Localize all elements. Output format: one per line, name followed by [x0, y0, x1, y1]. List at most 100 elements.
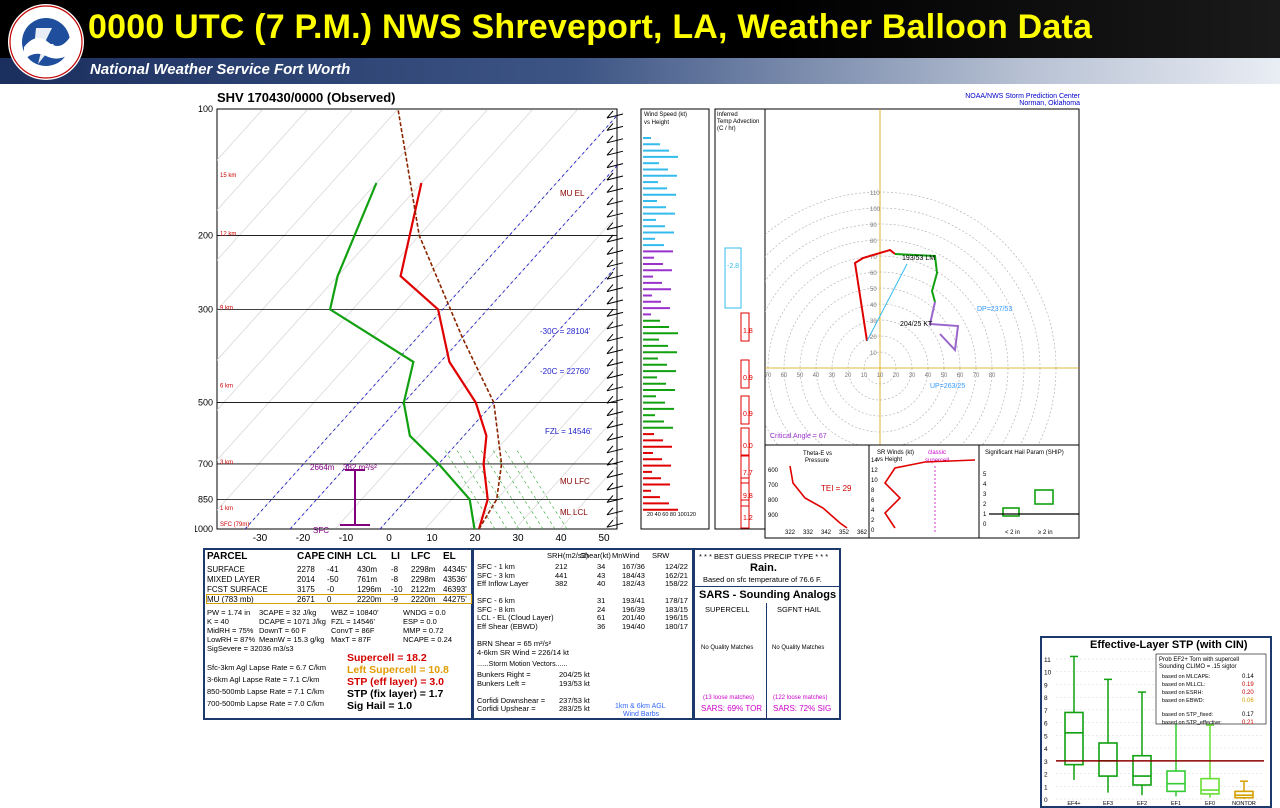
advection-value: 0.0: [743, 443, 753, 450]
stp-legend-value: 0.14: [1242, 674, 1254, 680]
wind-barb-flag: [606, 346, 614, 354]
wind-barb: [606, 212, 624, 218]
parcel-cell: 43536': [443, 575, 467, 584]
barb-label2: Wind Barbs: [623, 711, 660, 718]
stp-legend-label: based on STP_effective:: [1162, 720, 1222, 726]
parcel-cell: -41: [327, 565, 339, 574]
parcel-cell: 2014: [297, 575, 315, 584]
wind-barb: [606, 262, 624, 268]
wind-barb-flag: [606, 247, 614, 255]
parcel-cell: 44275': [443, 595, 467, 604]
parcel-misc: MMP = 0.72: [403, 626, 444, 635]
stp-legend-value: 0.19: [1242, 682, 1254, 688]
stp-legend-value: 0.21: [1242, 720, 1254, 726]
stp-ytick: 9: [1044, 682, 1048, 689]
temp-tick: 20: [469, 533, 481, 544]
height-label: 12 km: [220, 231, 236, 237]
theta-ytick: 600: [768, 468, 779, 474]
temp-tick: -20: [296, 533, 311, 544]
parcel-misc: FZL = 14546': [331, 617, 375, 626]
parcel-header: EL: [443, 551, 456, 562]
theta-xtick: 352: [839, 530, 850, 536]
sigsevere: SigSevere = 32036 m3/s3: [207, 644, 294, 653]
parcel-misc: 3CAPE = 32 J/kg: [259, 608, 317, 617]
parcel-misc: ESP = 0.0: [403, 617, 437, 626]
stp-ytick: 3: [1044, 759, 1048, 766]
dewpoint-line: [328, 182, 476, 529]
advection-value: 1.8: [743, 328, 753, 335]
wind-barb: [606, 324, 624, 330]
kin-cell: 212: [555, 562, 568, 571]
parcel-header: PARCEL: [207, 551, 248, 562]
theta-ytick: 700: [768, 483, 779, 489]
wind-barb-flag: [606, 160, 614, 168]
wind-barb: [606, 361, 624, 367]
theta-ytick: 800: [768, 498, 779, 504]
wind-barb-flag: [606, 135, 614, 144]
adv-title3: (C / hr): [717, 126, 736, 132]
stp-category: EF1: [1171, 801, 1181, 806]
wind-barb-flag: [606, 147, 614, 156]
srw-ytick: 12: [871, 468, 878, 474]
parcel-cell: -8: [391, 565, 399, 574]
wind-barb: [606, 163, 624, 169]
sars-col2: SGFNT HAIL: [777, 605, 822, 614]
pressure-label: 100: [198, 104, 213, 114]
parcel-cell: 2671: [297, 595, 315, 604]
wind-barb: [606, 138, 624, 144]
stp-category: EF4+: [1067, 801, 1080, 806]
hodo-ring-label: 110: [870, 191, 880, 197]
stp-legend-label: based on STP_fixed:: [1162, 712, 1214, 718]
srw-classic: classic: [928, 450, 946, 456]
sounding-panel: Wind Speed (kt) vs Height 20 40 60 80 10…: [195, 88, 1272, 808]
advection-bar: [740, 427, 750, 457]
wind-barb-flag: [606, 519, 614, 528]
parcel-misc: WBZ = 10840': [331, 608, 379, 617]
wind-panel-axis: 20 40 60 80 100120: [647, 512, 696, 518]
skewt-annotation: MU LFC: [560, 477, 590, 486]
sars-loose1: (13 loose matches): [703, 695, 755, 701]
kin-header: Shear(kt): [580, 551, 611, 560]
stp-ytick: 6: [1044, 721, 1048, 728]
kin-cell: SFC - 8 km: [477, 604, 515, 614]
parcel-misc: ConvT = 86F: [331, 626, 375, 635]
parcel-misc: WNDG = 0.0: [403, 608, 446, 617]
hodo-tick: 20: [845, 373, 852, 379]
temp-tick: 10: [426, 533, 438, 544]
skewt-annotation: SFC: [313, 526, 329, 535]
parcel-cell: MIXED LAYER: [207, 575, 261, 584]
hodo-label: DP=237/53: [977, 306, 1012, 313]
ship-xlabel: < 2 in: [1005, 530, 1020, 536]
advection-value: 7.7: [743, 470, 753, 477]
hodo-tick: 70: [765, 373, 772, 379]
hodo-tick: 10: [877, 373, 884, 379]
wind-barb: [606, 485, 624, 491]
parcel-cell: 1296m: [357, 585, 382, 594]
ship-ytick: 2: [983, 502, 987, 508]
stp-box: Effective-Layer STP (with CIN) 0 1 2 3 4 5 6 7 8…: [1040, 636, 1272, 808]
pressure-label: 700: [198, 459, 213, 469]
parcel-misc: NCAPE = 0.24: [403, 635, 452, 644]
parcel-header: LI: [391, 551, 400, 562]
parcel-cell: 2220m: [411, 595, 436, 604]
skewt-annotation: MU EL: [560, 189, 585, 198]
advection-value: 0.9: [743, 375, 753, 382]
sars-pct2: SARS: 72% SIG: [773, 704, 832, 713]
hodo-ring-label: 20: [870, 335, 877, 341]
theta-e-line: [789, 465, 848, 529]
wind-barb: [606, 373, 624, 379]
lapse-rate: 850-500mb Lapse Rate = 7.1 C/km: [207, 687, 324, 696]
wind-barb: [606, 125, 624, 131]
wind-barb: [606, 386, 624, 392]
lapse-rate: Sfc-3km Agl Lapse Rate = 6.7 C/km: [207, 663, 327, 672]
sars-nomatch-1: No Quality Matches: [701, 645, 754, 651]
wind-barb: [606, 187, 624, 193]
hodo-ring-label: 60: [870, 271, 877, 277]
sars-loose2: (122 loose matches): [773, 695, 828, 701]
parcel-misc: MidRH = 75%: [207, 626, 254, 635]
parcel-cell: SURFACE: [207, 565, 245, 574]
parcel-misc: LowRH = 87%: [207, 635, 256, 644]
wind-barb: [606, 311, 624, 317]
wind-barb-flag: [606, 185, 614, 193]
srw-title1: SR Winds (kt): [877, 450, 914, 456]
